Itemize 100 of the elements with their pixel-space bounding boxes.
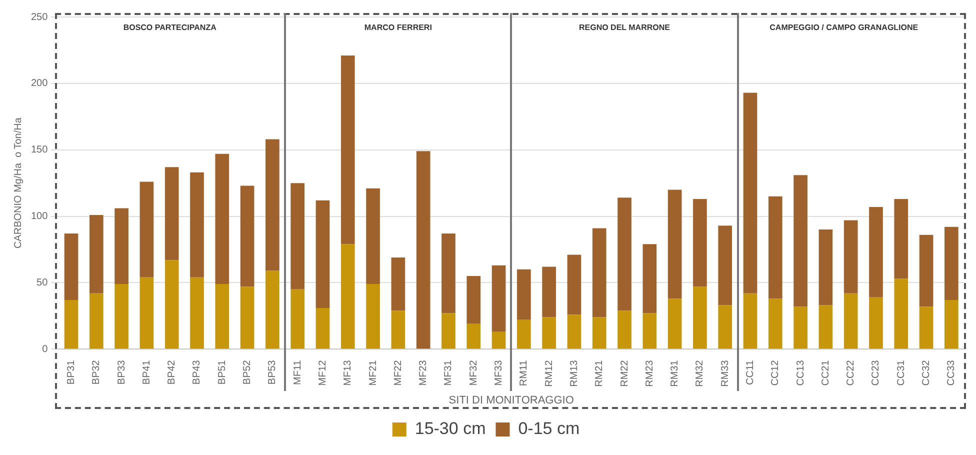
y-tick-label: 150 [30, 144, 48, 156]
x-tick-label: RM31 [670, 360, 681, 387]
bar [618, 198, 632, 311]
x-tick-label: RM23 [644, 360, 656, 387]
annotation: REGNO DEL MARRONE [578, 23, 671, 32]
bar [140, 277, 154, 349]
x-tick-label: BP51 [216, 360, 228, 385]
bar [190, 172, 204, 278]
bar [768, 196, 782, 299]
bar [190, 277, 204, 349]
bar [89, 293, 104, 349]
y-tick-label: 50 [36, 277, 48, 288]
bar [944, 226, 958, 300]
x-tick-label: RM33 [720, 360, 731, 387]
bar [64, 234, 78, 300]
annotation: BOSCO PARTECIPANZA [122, 23, 218, 32]
bar [316, 200, 330, 308]
bar [366, 188, 380, 284]
bar [164, 260, 179, 349]
bar [668, 298, 682, 349]
bar [818, 230, 833, 306]
x-tick-label: RM22 [619, 360, 630, 387]
x-tick-label: CC32 [921, 360, 932, 386]
x-tick-label: BP52 [242, 360, 254, 385]
bar [442, 313, 456, 349]
bar [416, 151, 430, 349]
x-tick-label: MF11 [292, 360, 304, 385]
bar [668, 190, 682, 299]
x-tick-label: MF23 [418, 360, 430, 386]
bar [340, 56, 355, 244]
bar [290, 183, 305, 290]
bar [567, 254, 582, 315]
y-tick-label: 200 [30, 78, 48, 90]
bar [316, 308, 330, 349]
bar [944, 300, 958, 349]
y-axis-title: CARBONIO Mg/Ha o Ton/Ha [12, 117, 24, 249]
bar [693, 199, 707, 287]
bar [718, 305, 732, 349]
bar [542, 317, 556, 349]
bar [140, 182, 154, 278]
bar [215, 154, 230, 284]
bar [743, 92, 758, 294]
x-tick-label: BP33 [116, 360, 128, 385]
bar [517, 320, 531, 349]
bar [340, 244, 355, 349]
bar [266, 139, 280, 271]
bar [642, 244, 657, 314]
bar [290, 289, 305, 349]
x-tick-label: RM21 [594, 360, 606, 387]
bar [592, 228, 606, 318]
x-tick-label: MF22 [392, 360, 404, 386]
bar [517, 269, 531, 320]
x-tick-label: CC21 [820, 360, 832, 386]
bar [844, 220, 858, 294]
bar [266, 270, 280, 349]
bar [869, 206, 883, 298]
x-tick-label: CC11 [744, 360, 756, 385]
bar [240, 186, 254, 287]
x-tick-label: MF33 [494, 360, 505, 386]
bar [743, 293, 758, 349]
x-tick-label: CC23 [870, 360, 882, 386]
bar [844, 293, 858, 349]
bar [391, 257, 406, 311]
x-tick-label: RM12 [544, 360, 555, 387]
bar [592, 317, 606, 349]
bar [391, 310, 406, 349]
bar [618, 310, 632, 349]
bar [794, 175, 808, 307]
x-axis-title: SITI DI MONITORAGGIO [448, 394, 574, 406]
bar [64, 300, 78, 349]
bar [442, 234, 456, 314]
x-tick-label: RM11 [518, 360, 530, 386]
x-tick-label: CC13 [795, 360, 806, 386]
y-tick-label: 100 [30, 211, 48, 222]
bar [567, 314, 582, 349]
bar [89, 214, 104, 294]
x-tick-label: CC33 [946, 360, 958, 386]
x-tick-label: MF13 [342, 360, 354, 386]
bar [215, 284, 230, 349]
legend-label: 15-30 cm [414, 419, 486, 438]
y-tick-label: 0 [42, 344, 48, 355]
x-tick-label: MF31 [443, 360, 454, 386]
x-tick-label: CC22 [846, 360, 857, 386]
bar [794, 306, 808, 349]
bar [164, 167, 179, 260]
x-tick-label: CC31 [896, 360, 907, 386]
x-tick-label: MF21 [368, 360, 379, 386]
annotation: MARCO FERRERI [363, 23, 433, 32]
y-tick-label: 250 [30, 12, 48, 23]
bar [466, 276, 481, 324]
bar [466, 324, 481, 349]
bar [718, 226, 732, 306]
x-tick-label: BP42 [166, 360, 178, 385]
bar [693, 286, 707, 349]
x-tick-label: MF12 [317, 360, 328, 386]
bar [114, 284, 128, 349]
x-tick-label: CC12 [770, 360, 782, 386]
bar [642, 313, 657, 349]
bar [919, 306, 934, 349]
bar [919, 234, 934, 307]
